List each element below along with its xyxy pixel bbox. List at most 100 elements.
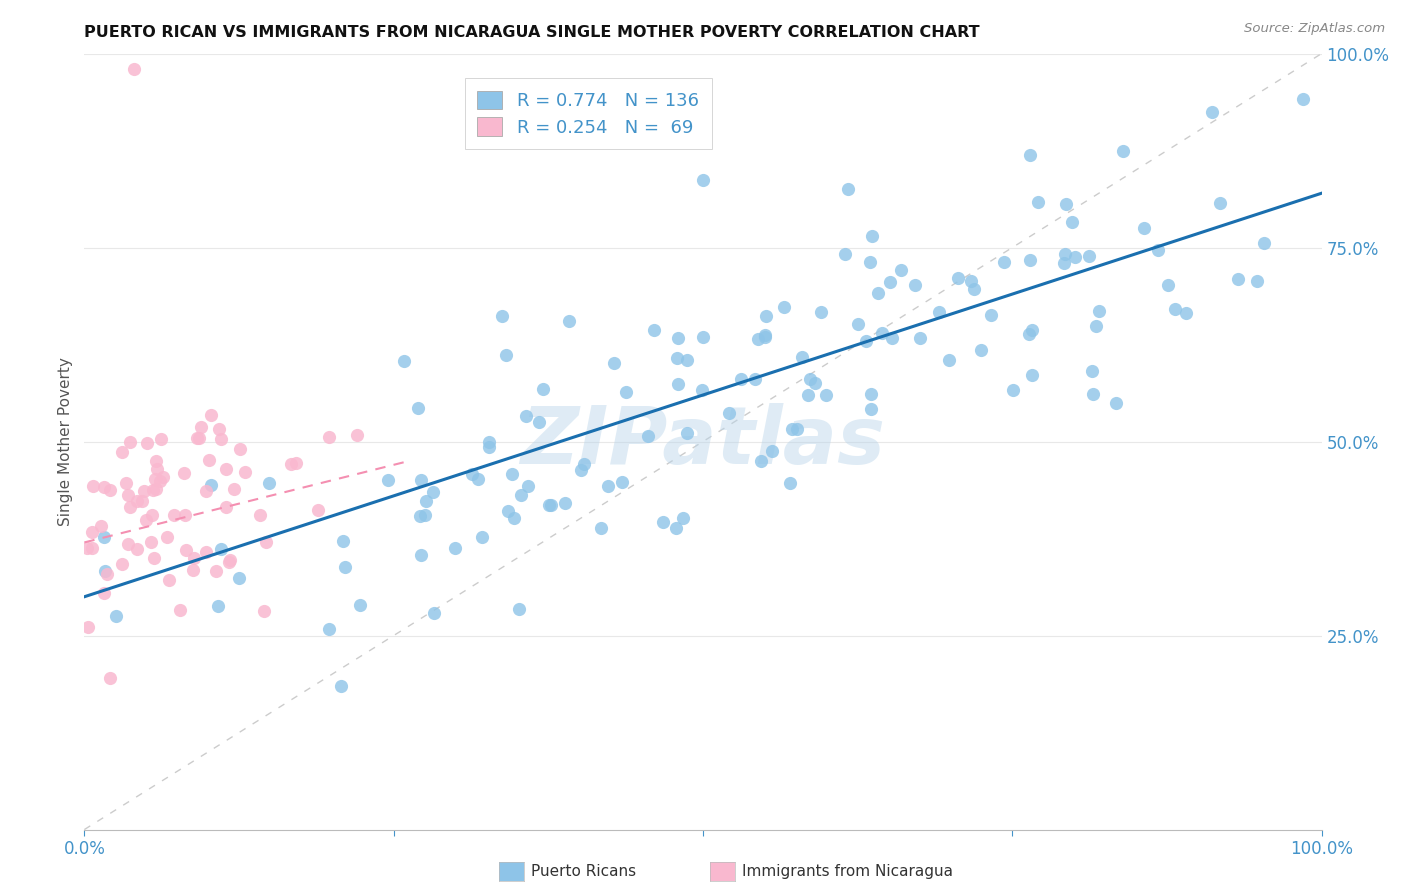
Point [569, 463, 592, 477]
Point [94, 564, 117, 578]
Point [190, 419, 212, 434]
Point [970, 343, 993, 358]
Point [194, 483, 217, 498]
Point [335, 560, 357, 574]
Point [1253, 236, 1275, 251]
Point [572, 457, 595, 471]
Point [93, 586, 115, 600]
Point [797, 387, 820, 401]
Point [834, 247, 856, 261]
Point [155, 530, 177, 544]
Point [527, 416, 550, 430]
Point [413, 508, 436, 522]
Point [855, 334, 877, 348]
Point [993, 254, 1015, 268]
Point [122, 62, 145, 76]
Point [799, 372, 821, 386]
Point [423, 607, 446, 621]
Point [409, 508, 432, 523]
Text: Puerto Ricans: Puerto Ricans [531, 864, 637, 879]
Point [82, 541, 104, 555]
Point [125, 494, 148, 508]
Point [318, 622, 340, 636]
Point [318, 429, 340, 443]
Point [76, 620, 98, 634]
Point [1105, 395, 1128, 409]
Point [141, 508, 163, 523]
Point [157, 574, 180, 588]
Point [786, 422, 808, 436]
Point [143, 551, 166, 566]
Point [254, 535, 277, 549]
Point [1026, 194, 1049, 209]
Point [117, 537, 139, 551]
Point [215, 500, 238, 514]
Point [90, 518, 112, 533]
Point [491, 309, 513, 323]
Text: Immigrants from Nicaragua: Immigrants from Nicaragua [742, 864, 953, 879]
Point [100, 483, 122, 498]
Point [516, 479, 538, 493]
Point [495, 348, 517, 362]
Point [959, 274, 981, 288]
Point [111, 557, 134, 571]
Point [792, 350, 814, 364]
Point [208, 422, 231, 436]
Point [666, 377, 689, 392]
Point [409, 549, 432, 563]
Point [145, 482, 167, 496]
Point [1201, 104, 1223, 119]
Point [890, 262, 912, 277]
Point [349, 598, 371, 612]
Point [307, 503, 329, 517]
Point [222, 482, 245, 496]
Point [111, 445, 134, 459]
Point [1078, 249, 1101, 263]
Point [908, 330, 931, 344]
Point [1292, 91, 1315, 105]
Point [880, 331, 903, 345]
Point [868, 286, 890, 301]
Point [1018, 252, 1040, 267]
Point [444, 541, 467, 556]
Point [540, 498, 562, 512]
Point [467, 472, 489, 486]
Point [676, 426, 699, 441]
Point [478, 440, 501, 454]
Point [329, 679, 352, 693]
Point [1053, 256, 1076, 270]
Text: ZIPatlas: ZIPatlas [520, 402, 886, 481]
Point [501, 467, 523, 481]
Point [652, 515, 675, 529]
Point [754, 330, 776, 344]
Point [846, 317, 869, 331]
Point [200, 478, 222, 492]
Point [93, 480, 115, 494]
Point [422, 484, 444, 499]
Point [163, 508, 186, 522]
Point [980, 308, 1002, 322]
Point [93, 530, 115, 544]
Point [1175, 306, 1198, 320]
Point [860, 229, 883, 244]
Point [174, 543, 197, 558]
Point [471, 530, 494, 544]
Point [149, 475, 172, 489]
Point [135, 513, 157, 527]
Point [183, 550, 205, 565]
Point [195, 544, 218, 558]
Point [120, 434, 142, 449]
Point [904, 278, 927, 293]
Point [538, 498, 561, 512]
Point [1085, 319, 1108, 334]
Point [280, 457, 302, 471]
Point [676, 353, 699, 368]
Text: PUERTO RICAN VS IMMIGRANTS FROM NICARAGUA SINGLE MOTHER POVERTY CORRELATION CHAR: PUERTO RICAN VS IMMIGRANTS FROM NICARAGU… [84, 25, 980, 40]
Point [531, 382, 554, 396]
Point [82, 478, 104, 492]
Point [804, 376, 827, 390]
Point [181, 563, 204, 577]
Point [284, 457, 307, 471]
Point [508, 602, 530, 616]
Point [1054, 246, 1077, 260]
